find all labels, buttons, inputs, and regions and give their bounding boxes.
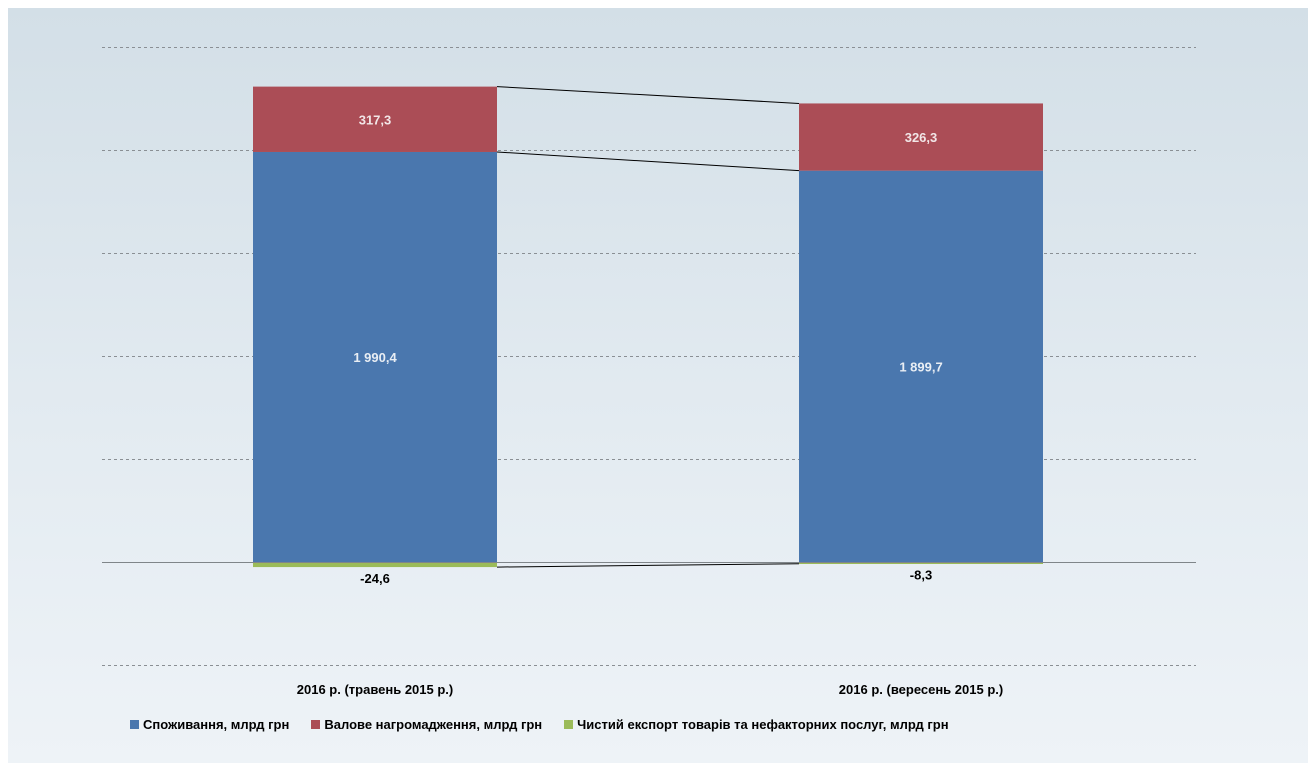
- data-label-gross-accumulation: 326,3: [905, 130, 938, 145]
- chart-area: 1 990,4 317,3 -24,6 1 899,7 326,3 -8,3 2016 р.…: [8, 8, 1308, 763]
- data-label-consumption: 1 990,4: [353, 350, 397, 365]
- chart-plot: 1 990,4 317,3 -24,6 1 899,7 326,3 -8,3 2016 р.…: [102, 47, 1196, 697]
- bar-gross-accumulation: [253, 86, 497, 152]
- bar-gross-accumulation: [799, 103, 1043, 171]
- legend-swatch-net-export: [564, 720, 574, 729]
- bar-consumption: [253, 151, 497, 562]
- bar-net-export: [253, 562, 497, 568]
- bar-consumption: [799, 170, 1043, 562]
- legend-label-net-export: Чистий експорт товарів та нефакторних по…: [577, 717, 949, 732]
- legend-swatch-consumption: [130, 720, 139, 729]
- series-connector-line: [496, 563, 800, 568]
- category-label: 2016 р. (вересень 2015 р.): [839, 682, 1003, 697]
- legend-item-net-export: Чистий експорт товарів та нефакторних по…: [564, 717, 949, 732]
- series-connector-line: [496, 86, 800, 104]
- category-label: 2016 р. (травень 2015 р.): [297, 682, 453, 697]
- legend-item-gross-accumulation: Валове нагромадження, млрд грн: [311, 717, 542, 732]
- legend-label-gross-accumulation: Валове нагромадження, млрд грн: [324, 717, 543, 732]
- legend-item-consumption: Споживання, млрд грн: [130, 717, 289, 732]
- legend: Споживання, млрд грн Валове нагромадженн…: [130, 717, 971, 732]
- legend-label-consumption: Споживання, млрд грн: [143, 717, 290, 732]
- data-label-net-export: -24,6: [360, 571, 390, 586]
- series-connector-line: [496, 151, 800, 172]
- data-label-consumption: 1 899,7: [899, 359, 942, 374]
- legend-swatch-gross-accumulation: [311, 720, 321, 729]
- data-label-gross-accumulation: 317,3: [359, 112, 392, 127]
- data-label-net-export: -8,3: [910, 568, 932, 583]
